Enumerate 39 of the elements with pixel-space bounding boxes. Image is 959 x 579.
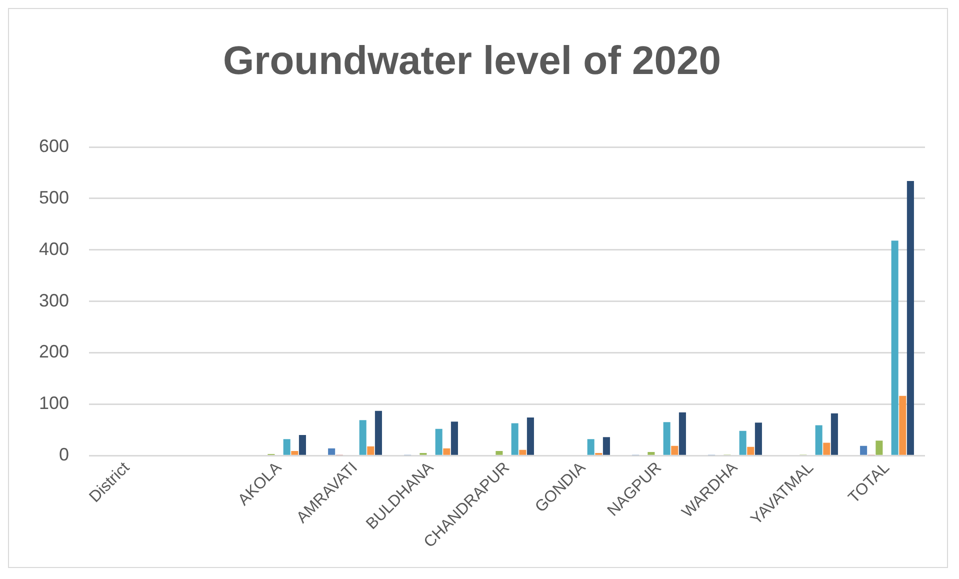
y-tick-label: 400 [38, 238, 70, 259]
bar [876, 440, 883, 455]
bar [298, 435, 306, 455]
bar [443, 448, 450, 455]
bar [519, 450, 526, 455]
bar [830, 413, 838, 455]
bar [328, 448, 336, 455]
bar [435, 428, 442, 455]
bar [283, 439, 290, 455]
y-tick-label: 600 [38, 136, 70, 156]
chart-title: Groundwater level of 2020 [223, 39, 721, 84]
bar [860, 446, 868, 455]
bar [663, 422, 670, 455]
bar [587, 439, 594, 455]
y-tick-label: 100 [38, 393, 70, 414]
bar [511, 423, 518, 455]
bar [823, 442, 830, 455]
y-tick-label: 200 [38, 342, 70, 362]
bar [648, 452, 655, 455]
bar [291, 450, 298, 455]
bar [678, 412, 686, 455]
bar [602, 437, 610, 455]
bar [374, 410, 382, 455]
bar [671, 446, 678, 455]
bar [906, 180, 914, 455]
bar [496, 450, 503, 455]
bar [747, 446, 754, 455]
bar [526, 418, 534, 455]
y-tick-label: 0 [59, 444, 70, 465]
bar [754, 422, 762, 455]
bar [815, 425, 822, 455]
y-tick-label: 500 [38, 187, 70, 208]
y-tick-label: 300 [38, 290, 70, 310]
bar [739, 430, 746, 455]
bar [899, 396, 906, 455]
bar [359, 420, 366, 455]
bar [891, 240, 898, 455]
bar [450, 422, 458, 455]
bar [367, 446, 374, 455]
